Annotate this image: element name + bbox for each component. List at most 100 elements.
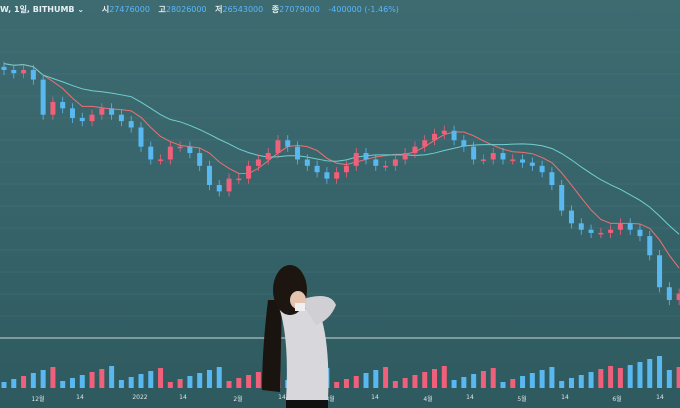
candle-body	[402, 153, 408, 160]
volume-bar	[138, 374, 144, 388]
candle-body	[392, 159, 398, 166]
close-value: 27079000	[279, 5, 320, 14]
x-tick-label: 14	[466, 394, 474, 401]
candle-body	[373, 159, 379, 166]
x-tick-label: 14	[561, 394, 569, 401]
x-tick-label: 5월	[517, 396, 527, 403]
volume-bar	[539, 370, 545, 388]
candle-body	[666, 287, 672, 300]
volume-bar	[608, 366, 614, 388]
x-tick-label: 14	[76, 394, 84, 401]
candle-body	[197, 153, 203, 166]
candle-body	[441, 130, 447, 134]
volume-bar	[666, 370, 672, 388]
volume-bar	[432, 369, 438, 388]
volume-bar	[216, 367, 222, 388]
volume-bar	[402, 378, 408, 388]
volume-bar	[598, 369, 604, 388]
candle-body	[353, 153, 359, 166]
volume-bar	[40, 370, 46, 388]
x-tick-label: 14	[656, 394, 664, 401]
candle-body	[324, 172, 330, 179]
candle-body	[1, 66, 7, 70]
candle-body	[89, 114, 95, 122]
volume-bar	[99, 369, 105, 388]
candle-body	[412, 146, 418, 154]
volume-bar	[21, 376, 27, 388]
candle-body	[471, 146, 477, 160]
volume-bar	[60, 381, 66, 388]
candle-body	[657, 255, 663, 288]
candle-body	[490, 153, 496, 160]
volume-bar	[353, 376, 359, 388]
symbol-label[interactable]: W, 1일, BITHUMB ⌄	[0, 5, 85, 14]
candle-body	[79, 117, 85, 122]
x-tick-label: 6월	[612, 396, 622, 403]
volume-bar	[441, 366, 447, 388]
ma-short-line	[3, 63, 680, 269]
volume-bar	[451, 380, 457, 388]
volume-bar	[177, 379, 183, 388]
candle-body	[461, 140, 467, 147]
candle-body	[138, 127, 144, 147]
volume-bar	[30, 373, 36, 388]
candle-body	[216, 185, 222, 192]
candle-body	[383, 165, 389, 168]
low-label: 저	[215, 5, 223, 14]
volume-bar	[343, 379, 349, 388]
x-tick-label: 2월	[233, 396, 243, 403]
candle-body	[236, 178, 242, 181]
volume-bar	[197, 373, 203, 388]
x-tick-label: 12월	[31, 396, 45, 403]
open-label: 시	[101, 5, 110, 14]
close-label: 종	[271, 5, 280, 14]
candle-body	[637, 229, 643, 237]
candle-body	[295, 146, 301, 160]
candle-body	[647, 236, 653, 256]
volume-bar	[392, 381, 398, 388]
candle-body	[559, 185, 565, 211]
volume-bar	[568, 378, 574, 388]
volume-bar	[383, 367, 389, 388]
volume-bar	[255, 372, 261, 388]
candle-body	[109, 108, 115, 115]
volume-bar	[79, 375, 85, 388]
candle-body	[451, 130, 457, 141]
candle-body	[187, 146, 193, 154]
high-label: 고	[158, 5, 166, 14]
candle-body	[617, 223, 623, 230]
volume-bar	[148, 371, 154, 388]
candle-body	[148, 146, 154, 160]
volume-bar	[373, 370, 379, 388]
volume-bar	[128, 377, 134, 388]
candle-body	[627, 223, 633, 230]
volume-bar	[627, 365, 633, 388]
volume-bar	[187, 376, 193, 388]
candle-body	[99, 108, 105, 115]
candle-body	[529, 162, 535, 166]
candle-body	[30, 70, 36, 80]
volume-bar	[206, 370, 212, 388]
candle-body	[177, 146, 183, 149]
candle-body	[480, 159, 486, 161]
volume-bar	[520, 376, 526, 388]
volume-bar	[647, 359, 653, 388]
volume-bar	[89, 372, 95, 388]
volume-bar	[69, 378, 75, 388]
candle-body	[60, 101, 66, 109]
candle-body	[285, 140, 291, 147]
volume-bar	[50, 367, 56, 388]
x-tick-label: 3월	[325, 396, 335, 403]
candle-body	[40, 79, 46, 115]
candle-body	[21, 70, 27, 74]
volume-bar	[11, 379, 17, 388]
candle-body	[69, 108, 75, 118]
volume-bar	[109, 366, 115, 388]
volume-bar	[617, 368, 623, 388]
candle-body	[226, 178, 232, 192]
candle-body	[598, 232, 604, 235]
candle-body	[539, 165, 545, 173]
volume-bar	[334, 382, 340, 388]
candle-body	[206, 165, 212, 185]
